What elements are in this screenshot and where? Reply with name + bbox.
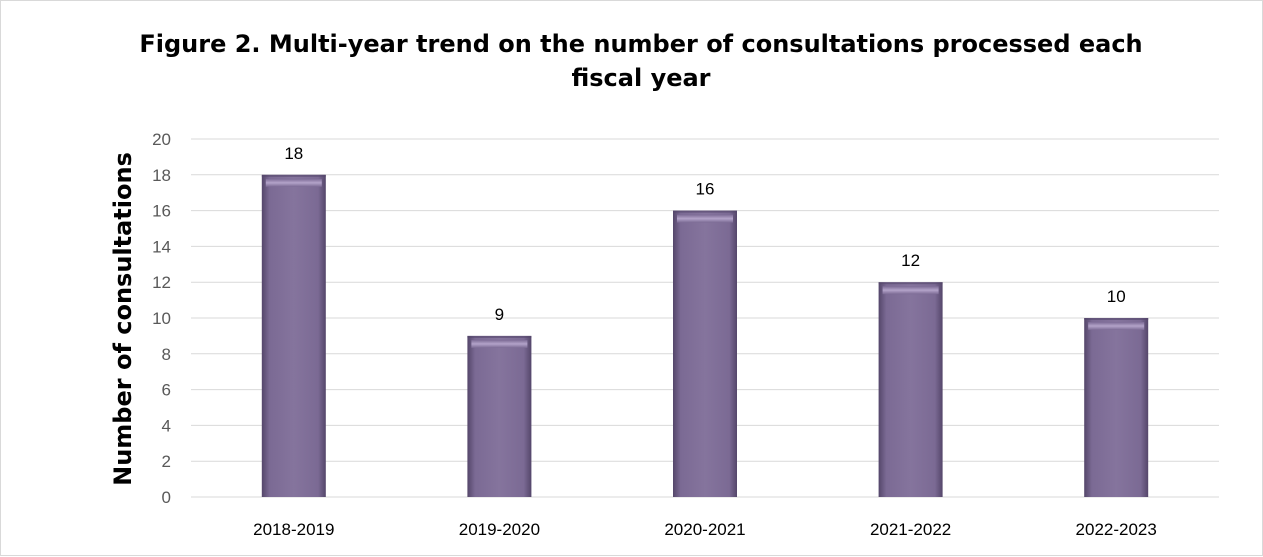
bar-top-edge [1084,318,1149,320]
y-tick-label: 20 [152,130,171,149]
bar-group [467,335,532,497]
bar-group [878,282,943,497]
x-tick-label: 2019-2020 [459,520,540,539]
bar [1084,318,1149,497]
bar [878,282,943,497]
data-label: 12 [901,251,920,270]
bar-cap-highlight [265,178,322,187]
bar-top-edge [467,335,532,338]
y-tick-label: 16 [152,202,171,221]
y-tick-label: 8 [162,345,171,364]
y-tick-label: 4 [162,416,171,435]
data-label: 18 [284,144,303,163]
bar-cap-highlight [471,339,528,348]
bar [467,335,532,497]
bar-group [261,174,326,498]
y-tick-label: 10 [152,309,171,328]
bar-cap-highlight [677,214,733,223]
y-axis-label: Number of consultations [109,152,137,486]
bar [673,210,737,497]
x-tick-label: 2020-2021 [664,520,745,539]
x-tick-label: 2018-2019 [253,520,334,539]
bar-top-edge [878,282,943,285]
y-tick-label: 0 [162,488,171,507]
bar-group [1084,318,1149,497]
bar-group [673,210,737,497]
x-tick-label: 2021-2022 [870,520,951,539]
bar-top-edge [673,210,737,213]
bar-cap-highlight [882,286,939,295]
bar-cap-highlight [1088,322,1145,330]
data-label: 10 [1107,287,1126,306]
y-tick-label: 2 [162,452,171,471]
x-tick-label: 2022-2023 [1076,520,1157,539]
y-tick-label: 6 [162,381,171,400]
bar-top-edge [261,174,326,177]
chart-title: Figure 2. Multi-year trend on the number… [139,30,1143,92]
data-label: 16 [696,180,715,199]
y-tick-label: 12 [152,273,171,292]
bar [261,174,326,498]
y-tick-label: 14 [152,237,171,256]
y-tick-label: 18 [152,166,171,185]
data-label: 9 [495,305,504,324]
